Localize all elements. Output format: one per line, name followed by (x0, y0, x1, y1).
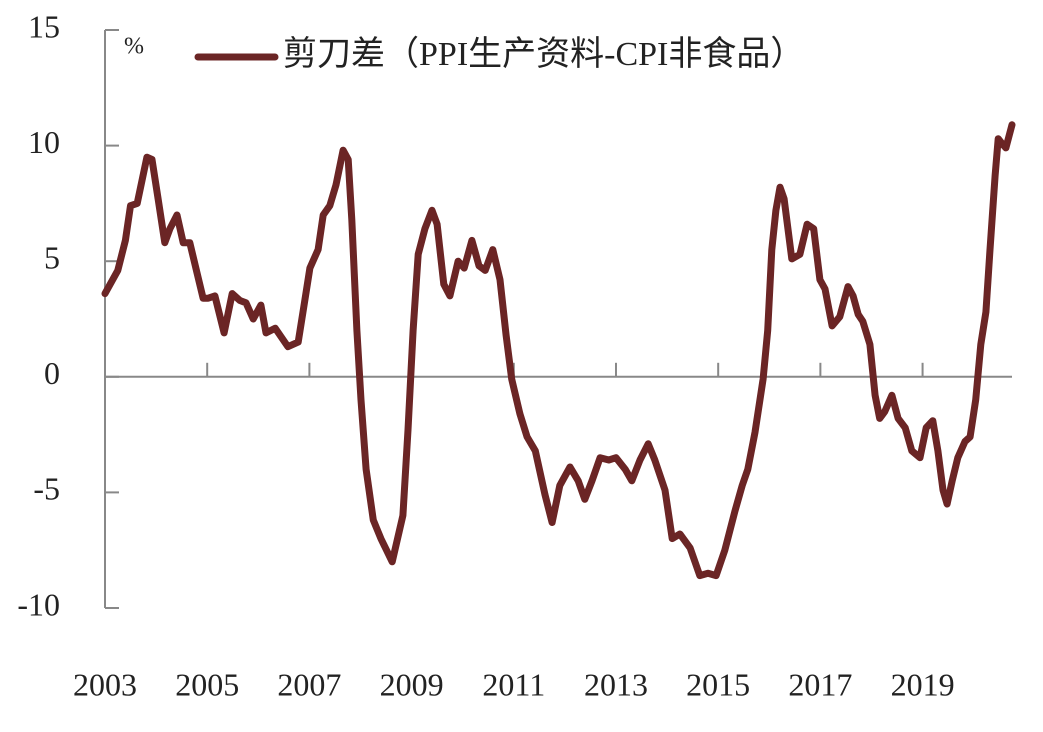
x-tick-label: 2013 (584, 666, 648, 702)
x-tick-label: 2011 (482, 666, 545, 702)
legend-label: 剪刀差（PPI生产资料-CPI非食品） (283, 35, 804, 73)
y-tick-label: -10 (17, 586, 60, 622)
y-tick-label: 5 (44, 240, 60, 276)
x-tick-label: 2007 (277, 666, 341, 702)
y-tick-label: 0 (44, 355, 60, 391)
x-tick-label: 2009 (380, 666, 444, 702)
y-tick-label: -5 (33, 471, 60, 507)
x-tick-label: 2017 (788, 666, 852, 702)
y-tick-label: 15 (28, 8, 60, 44)
y-unit: % (124, 34, 144, 60)
x-tick-label: 2003 (73, 666, 137, 702)
y-tick-label: 10 (28, 124, 60, 160)
x-tick-label: 2005 (175, 666, 239, 702)
data-line (101, 121, 1016, 580)
x-tick-label: 2019 (891, 666, 955, 702)
x-tick-label: 2015 (686, 666, 750, 702)
